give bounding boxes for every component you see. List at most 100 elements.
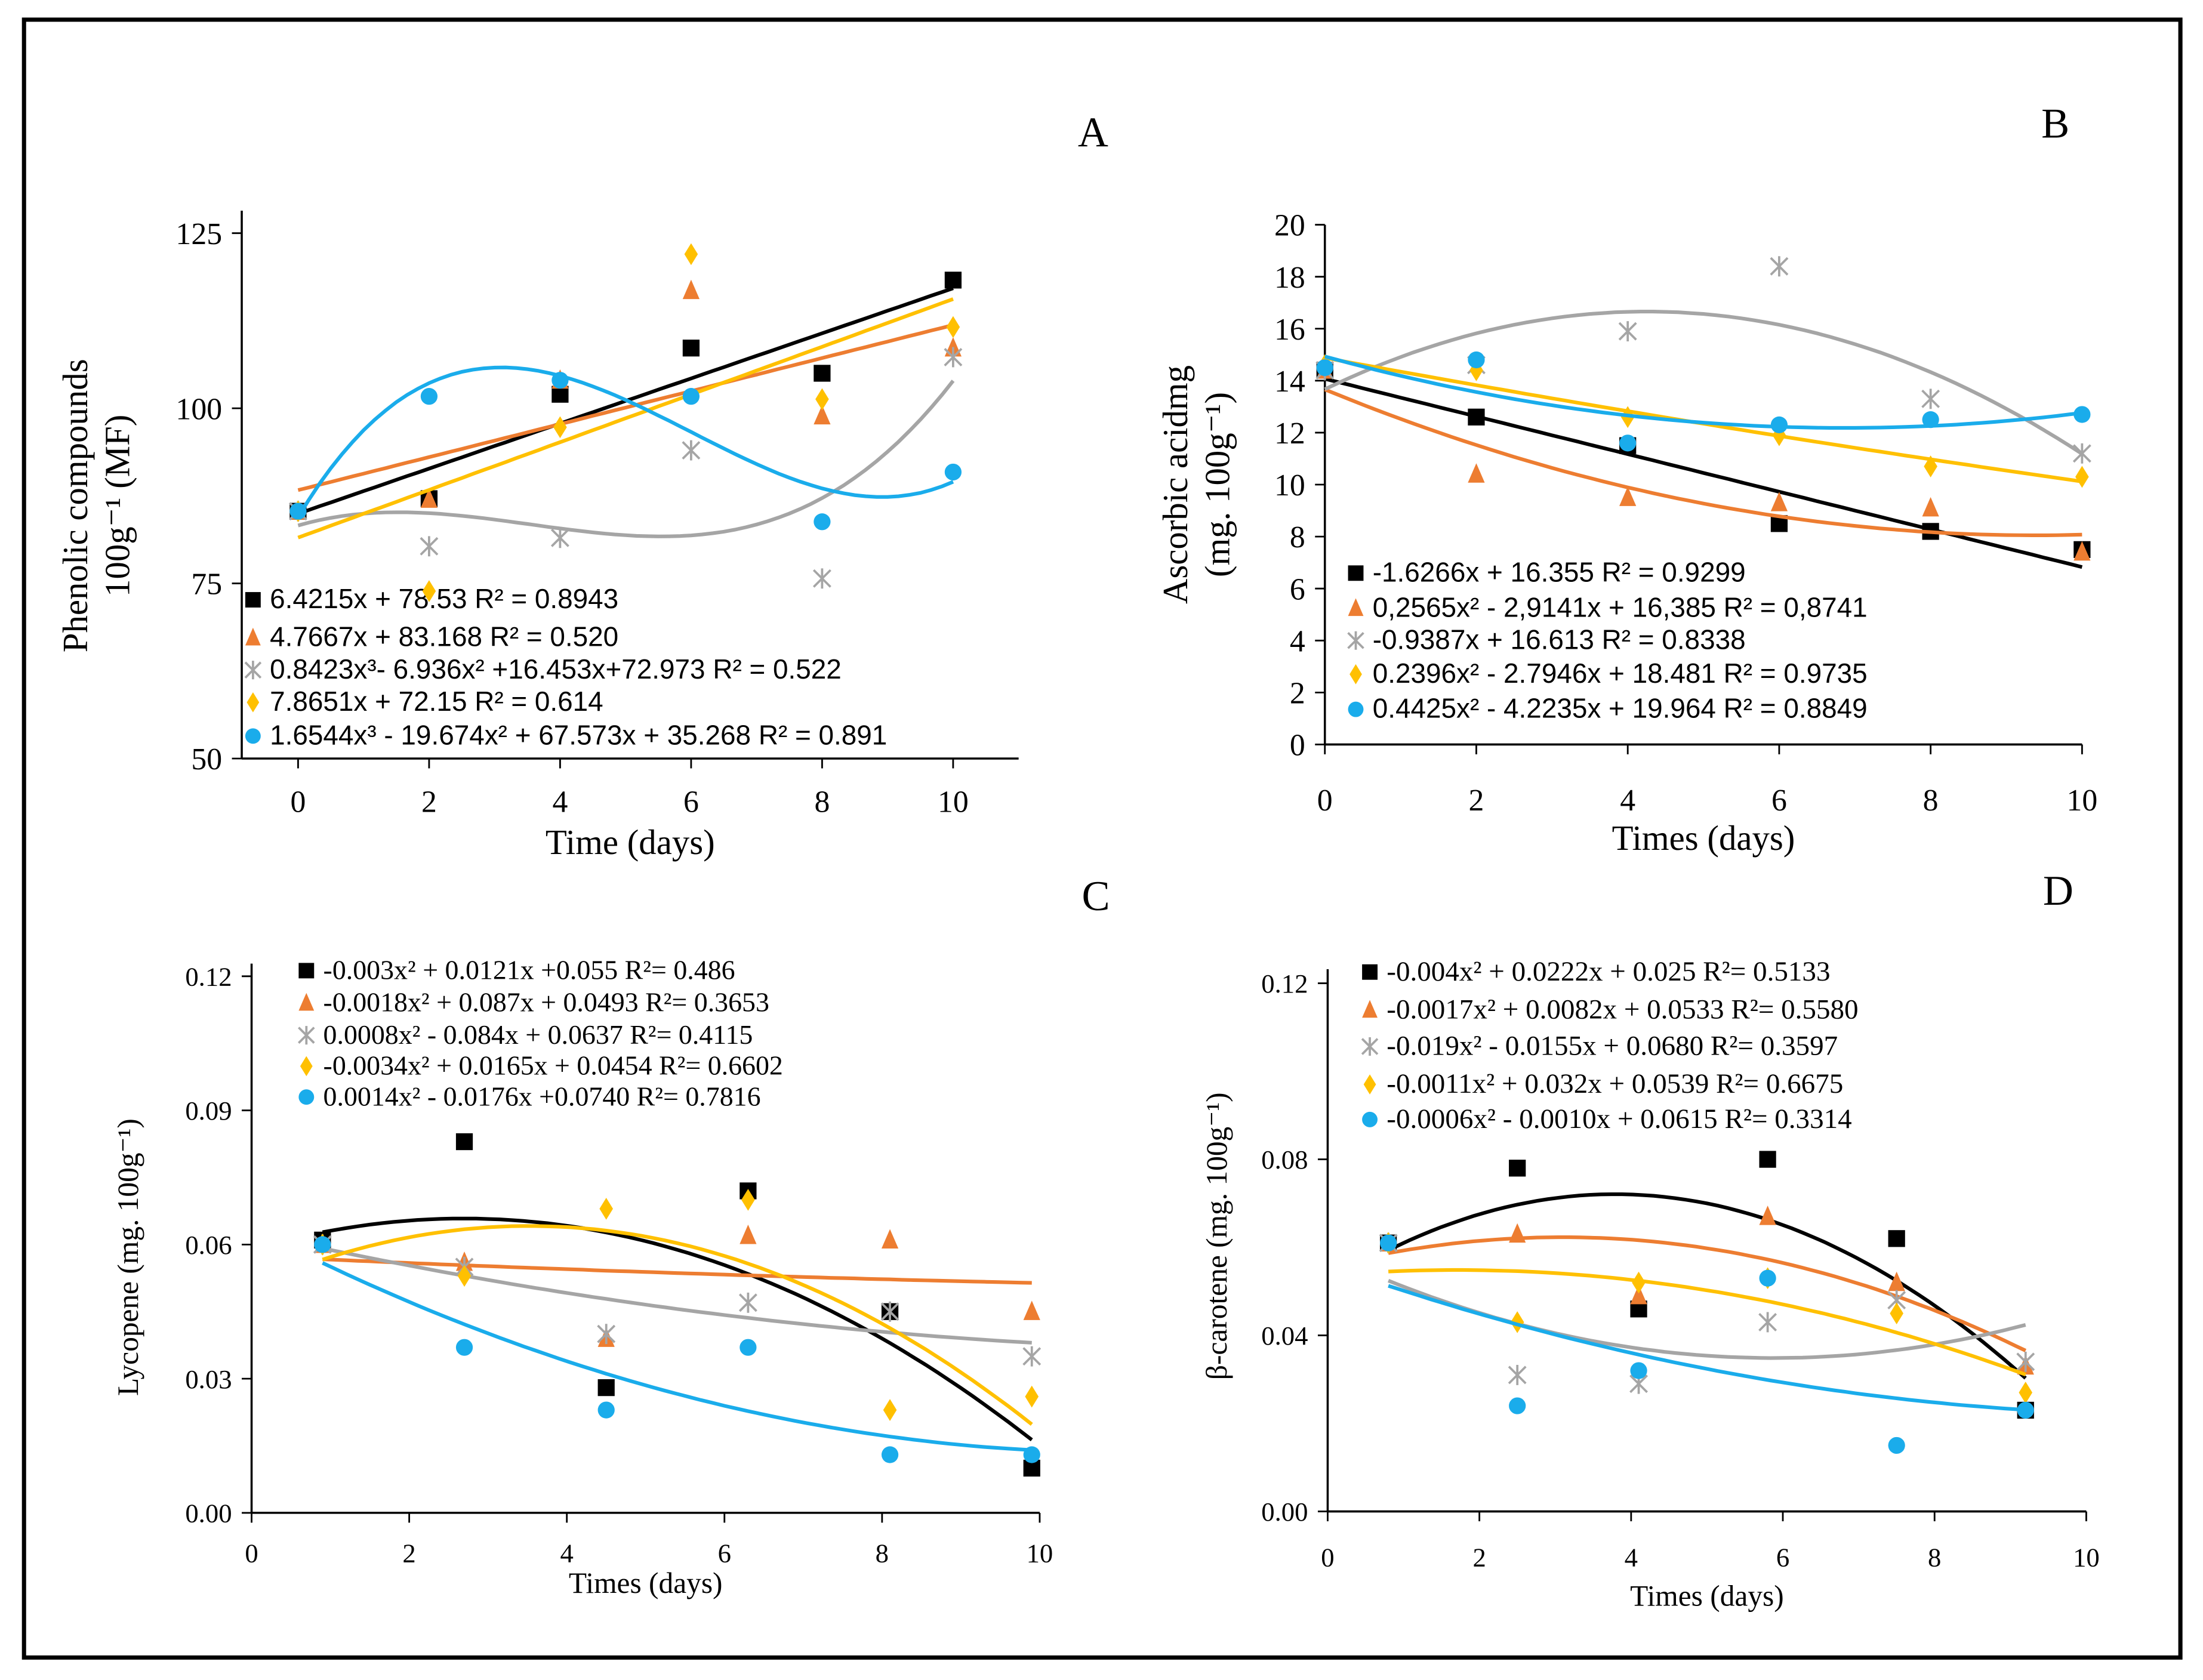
legend-equation-gray: -0.9387x + 16.613 R² = 0.8338 <box>1373 624 1746 655</box>
legend-equation-blue: -0.0006x² - 0.0010x + 0.0615 R²= 0.3314 <box>1386 1103 1851 1135</box>
data-point-orange <box>814 405 831 425</box>
data-point-blue <box>420 388 438 405</box>
x-tick-label: 10 <box>938 785 969 819</box>
panel-d: D 0.00 0.04 0.08 0.12 0 2 4 6 8 10 Times (days) β-ca… <box>1200 868 2100 1612</box>
legend-marker-orange <box>1348 598 1364 616</box>
y-tick-label: 8 <box>1290 520 1305 554</box>
data-point-gray <box>597 1324 616 1345</box>
data-point-orange <box>1619 486 1637 506</box>
data-point-gray <box>880 1301 899 1322</box>
trendline-gray <box>297 380 955 538</box>
data-point-orange <box>1509 1223 1526 1243</box>
data-point-orange <box>1888 1271 1905 1291</box>
y-axis-label: (mg. 100g⁻¹) <box>1198 392 1237 577</box>
data-point-yellow <box>1890 1302 1903 1325</box>
x-tick-label: 2 <box>1472 1542 1486 1572</box>
y-tick-label: 0.12 <box>185 961 232 991</box>
data-point-black <box>682 340 700 357</box>
legend-marker-black <box>298 963 315 979</box>
x-tick-label: 4 <box>552 785 568 819</box>
legend-marker-gray <box>244 661 262 680</box>
data-point-black <box>944 272 962 289</box>
legend-equation-yellow: 0.2396x² - 2.7946x + 18.481 R² = 0.9735 <box>1373 658 1868 689</box>
x-tick-label: 2 <box>1469 784 1484 818</box>
legend-marker-black <box>1362 964 1378 980</box>
x-axis-label: Times (days) <box>1630 1579 1784 1612</box>
data-point-orange <box>1468 463 1485 483</box>
x-tick-label: 2 <box>421 785 437 819</box>
data-point-black <box>1759 1151 1776 1168</box>
y-tick-label: 2 <box>1290 676 1305 710</box>
trendline-orange <box>1388 1235 2027 1352</box>
data-point-blue <box>1316 359 1333 377</box>
y-tick-label: 0.08 <box>1261 1145 1308 1175</box>
data-point-blue <box>682 388 700 405</box>
y-tick-label: 6 <box>1290 572 1305 606</box>
y-tick-label: 20 <box>1274 209 1305 243</box>
panel-letter: A <box>1078 109 1108 156</box>
x-tick-label: 0 <box>290 785 306 819</box>
legend-equation-blue: 0.0014x² - 0.0176x +0.0740 R²= 0.7816 <box>323 1081 761 1111</box>
panel-c: C 0.00 0.03 0.06 0.09 0.12 0 2 4 6 8 10 Times (days)… <box>112 873 1110 1599</box>
data-point-gray <box>1921 389 1940 409</box>
data-point-yellow <box>1924 455 1937 477</box>
legend-equation-black: -0.003x² + 0.0121x +0.055 R²= 0.486 <box>323 955 735 985</box>
legend-marker-yellow <box>300 1056 313 1077</box>
y-tick-label: 100 <box>175 392 222 426</box>
data-point-blue <box>455 1339 473 1356</box>
legend-equation-gray: -0.019x² - 0.0155x + 0.0680 R²= 0.3597 <box>1386 1031 1838 1062</box>
legend-marker-yellow <box>247 692 260 713</box>
y-tick-label: 75 <box>191 568 222 602</box>
x-tick-label: 0 <box>1321 1542 1334 1572</box>
data-point-orange <box>420 488 438 508</box>
data-point-blue <box>551 372 569 389</box>
data-point-gray <box>1770 256 1789 277</box>
data-point-gray <box>682 440 701 461</box>
x-tick-label: 6 <box>683 785 699 819</box>
y-tick-label: 0.06 <box>185 1230 232 1260</box>
legend-marker-gray <box>1347 631 1364 650</box>
trendline-blue <box>1324 355 2082 430</box>
legend-marker-blue <box>1348 701 1364 717</box>
series-blue <box>1316 351 2091 452</box>
data-point-gray <box>1758 1312 1777 1333</box>
legend-marker-blue <box>1362 1111 1378 1127</box>
legend-marker-gray <box>1361 1037 1379 1056</box>
data-point-blue <box>1379 1234 1397 1251</box>
data-point-gray <box>812 568 831 589</box>
panel-a: A 50 75 100 125 0 2 4 6 8 10 Time (days) Phenolic co… <box>56 109 1108 862</box>
x-tick-label: 6 <box>1776 1542 1789 1572</box>
data-point-black <box>1888 1230 1905 1247</box>
trendline-black <box>1324 377 2083 569</box>
data-point-orange <box>1759 1206 1776 1225</box>
data-point-gray <box>420 536 439 557</box>
data-point-gray <box>738 1292 757 1313</box>
trendline-orange <box>297 323 954 492</box>
y-tick-label: 10 <box>1274 468 1305 503</box>
figure-border <box>21 17 2183 1660</box>
data-point-blue <box>1023 1446 1040 1463</box>
x-axis-label: Times (days) <box>1612 819 1795 858</box>
data-point-orange <box>881 1229 899 1249</box>
legend-marker-gray <box>298 1026 315 1045</box>
data-point-blue <box>1630 1362 1647 1379</box>
y-tick-label: 125 <box>175 217 222 251</box>
data-point-blue <box>740 1339 757 1356</box>
data-point-yellow <box>815 388 829 411</box>
trendline-blue <box>296 365 954 519</box>
data-point-blue <box>814 513 831 531</box>
y-tick-label: 18 <box>1274 261 1305 295</box>
data-point-gray <box>2016 1351 2035 1372</box>
legend-marker-orange <box>245 627 261 646</box>
series-gray <box>1315 256 2091 464</box>
series-blue <box>1379 1234 2034 1454</box>
panel-letter: B <box>2041 101 2069 147</box>
data-point-blue <box>314 1236 331 1253</box>
legend-marker-blue <box>245 728 261 744</box>
series-blue <box>289 365 962 531</box>
legend-equation-yellow: -0.0034x² + 0.0165x + 0.0454 R²= 0.6602 <box>323 1050 783 1081</box>
data-point-blue <box>1759 1269 1776 1287</box>
data-point-blue <box>1770 416 1788 433</box>
y-tick-label: 12 <box>1274 417 1305 451</box>
